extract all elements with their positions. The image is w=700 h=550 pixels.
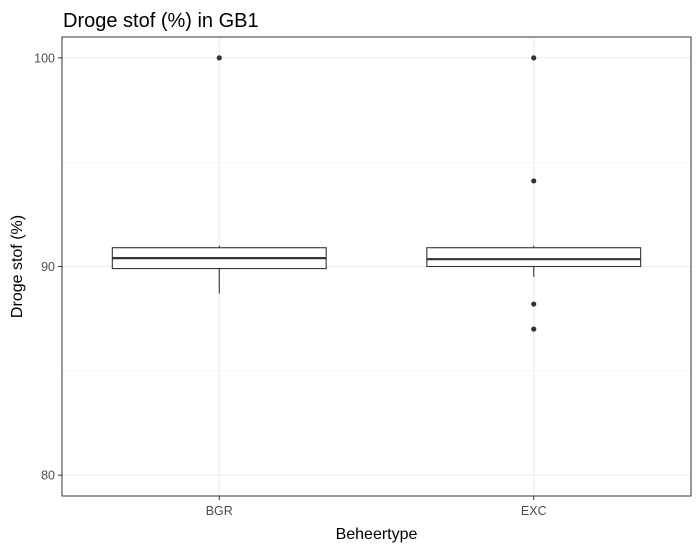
y-tick-label: 100 — [34, 51, 55, 65]
boxes — [111, 55, 642, 332]
outlier-point — [531, 55, 537, 61]
outlier-point — [216, 55, 222, 61]
y-axis-title: Droge stof (%) — [9, 215, 26, 318]
box-bgr — [111, 55, 327, 294]
iqr-box — [426, 247, 642, 268]
y-tick-label: 80 — [41, 469, 55, 483]
x-tick-label: EXC — [521, 504, 547, 518]
outlier-point — [531, 301, 537, 307]
y-tick-label: 90 — [41, 260, 55, 274]
x-axis-title: Beheertype — [336, 526, 418, 543]
outlier-point — [531, 326, 537, 332]
box-exc — [426, 55, 642, 332]
outlier-point — [531, 178, 537, 184]
chart-title: Droge stof (%) in GB1 — [63, 10, 259, 32]
x-tick-label: BGR — [206, 504, 233, 518]
axes: 80 90 100 BGR EXC — [34, 51, 546, 518]
